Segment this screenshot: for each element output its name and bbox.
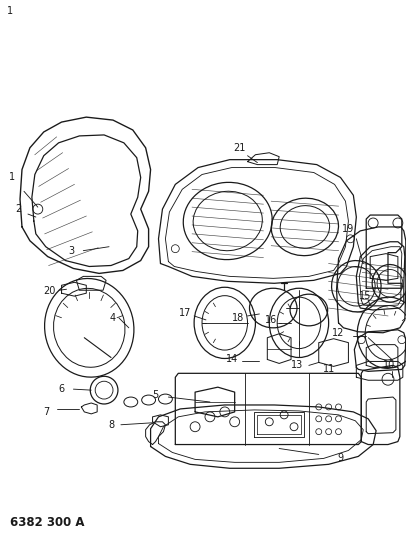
Text: 17: 17 [179,308,191,318]
Text: 1: 1 [7,6,13,17]
Text: 18: 18 [231,313,244,323]
Text: 9: 9 [337,454,344,463]
Text: 13: 13 [291,360,303,370]
Text: 3: 3 [69,246,75,256]
Text: 20: 20 [44,286,56,296]
Text: 12: 12 [333,328,345,338]
Text: 10: 10 [383,360,395,370]
Text: 8: 8 [108,420,114,430]
Text: 15: 15 [359,291,371,301]
Text: 1: 1 [9,173,15,182]
Text: 21: 21 [233,143,246,153]
Text: 7: 7 [44,407,50,417]
Text: 6: 6 [58,384,64,394]
Text: 5: 5 [153,390,159,400]
Text: 11: 11 [322,365,335,374]
Text: 4: 4 [110,313,116,323]
Text: 16: 16 [265,315,277,325]
Text: 19: 19 [342,224,355,234]
Text: 2: 2 [15,204,21,214]
Text: 14: 14 [226,354,238,365]
Text: 6382 300 A: 6382 300 A [10,516,84,529]
